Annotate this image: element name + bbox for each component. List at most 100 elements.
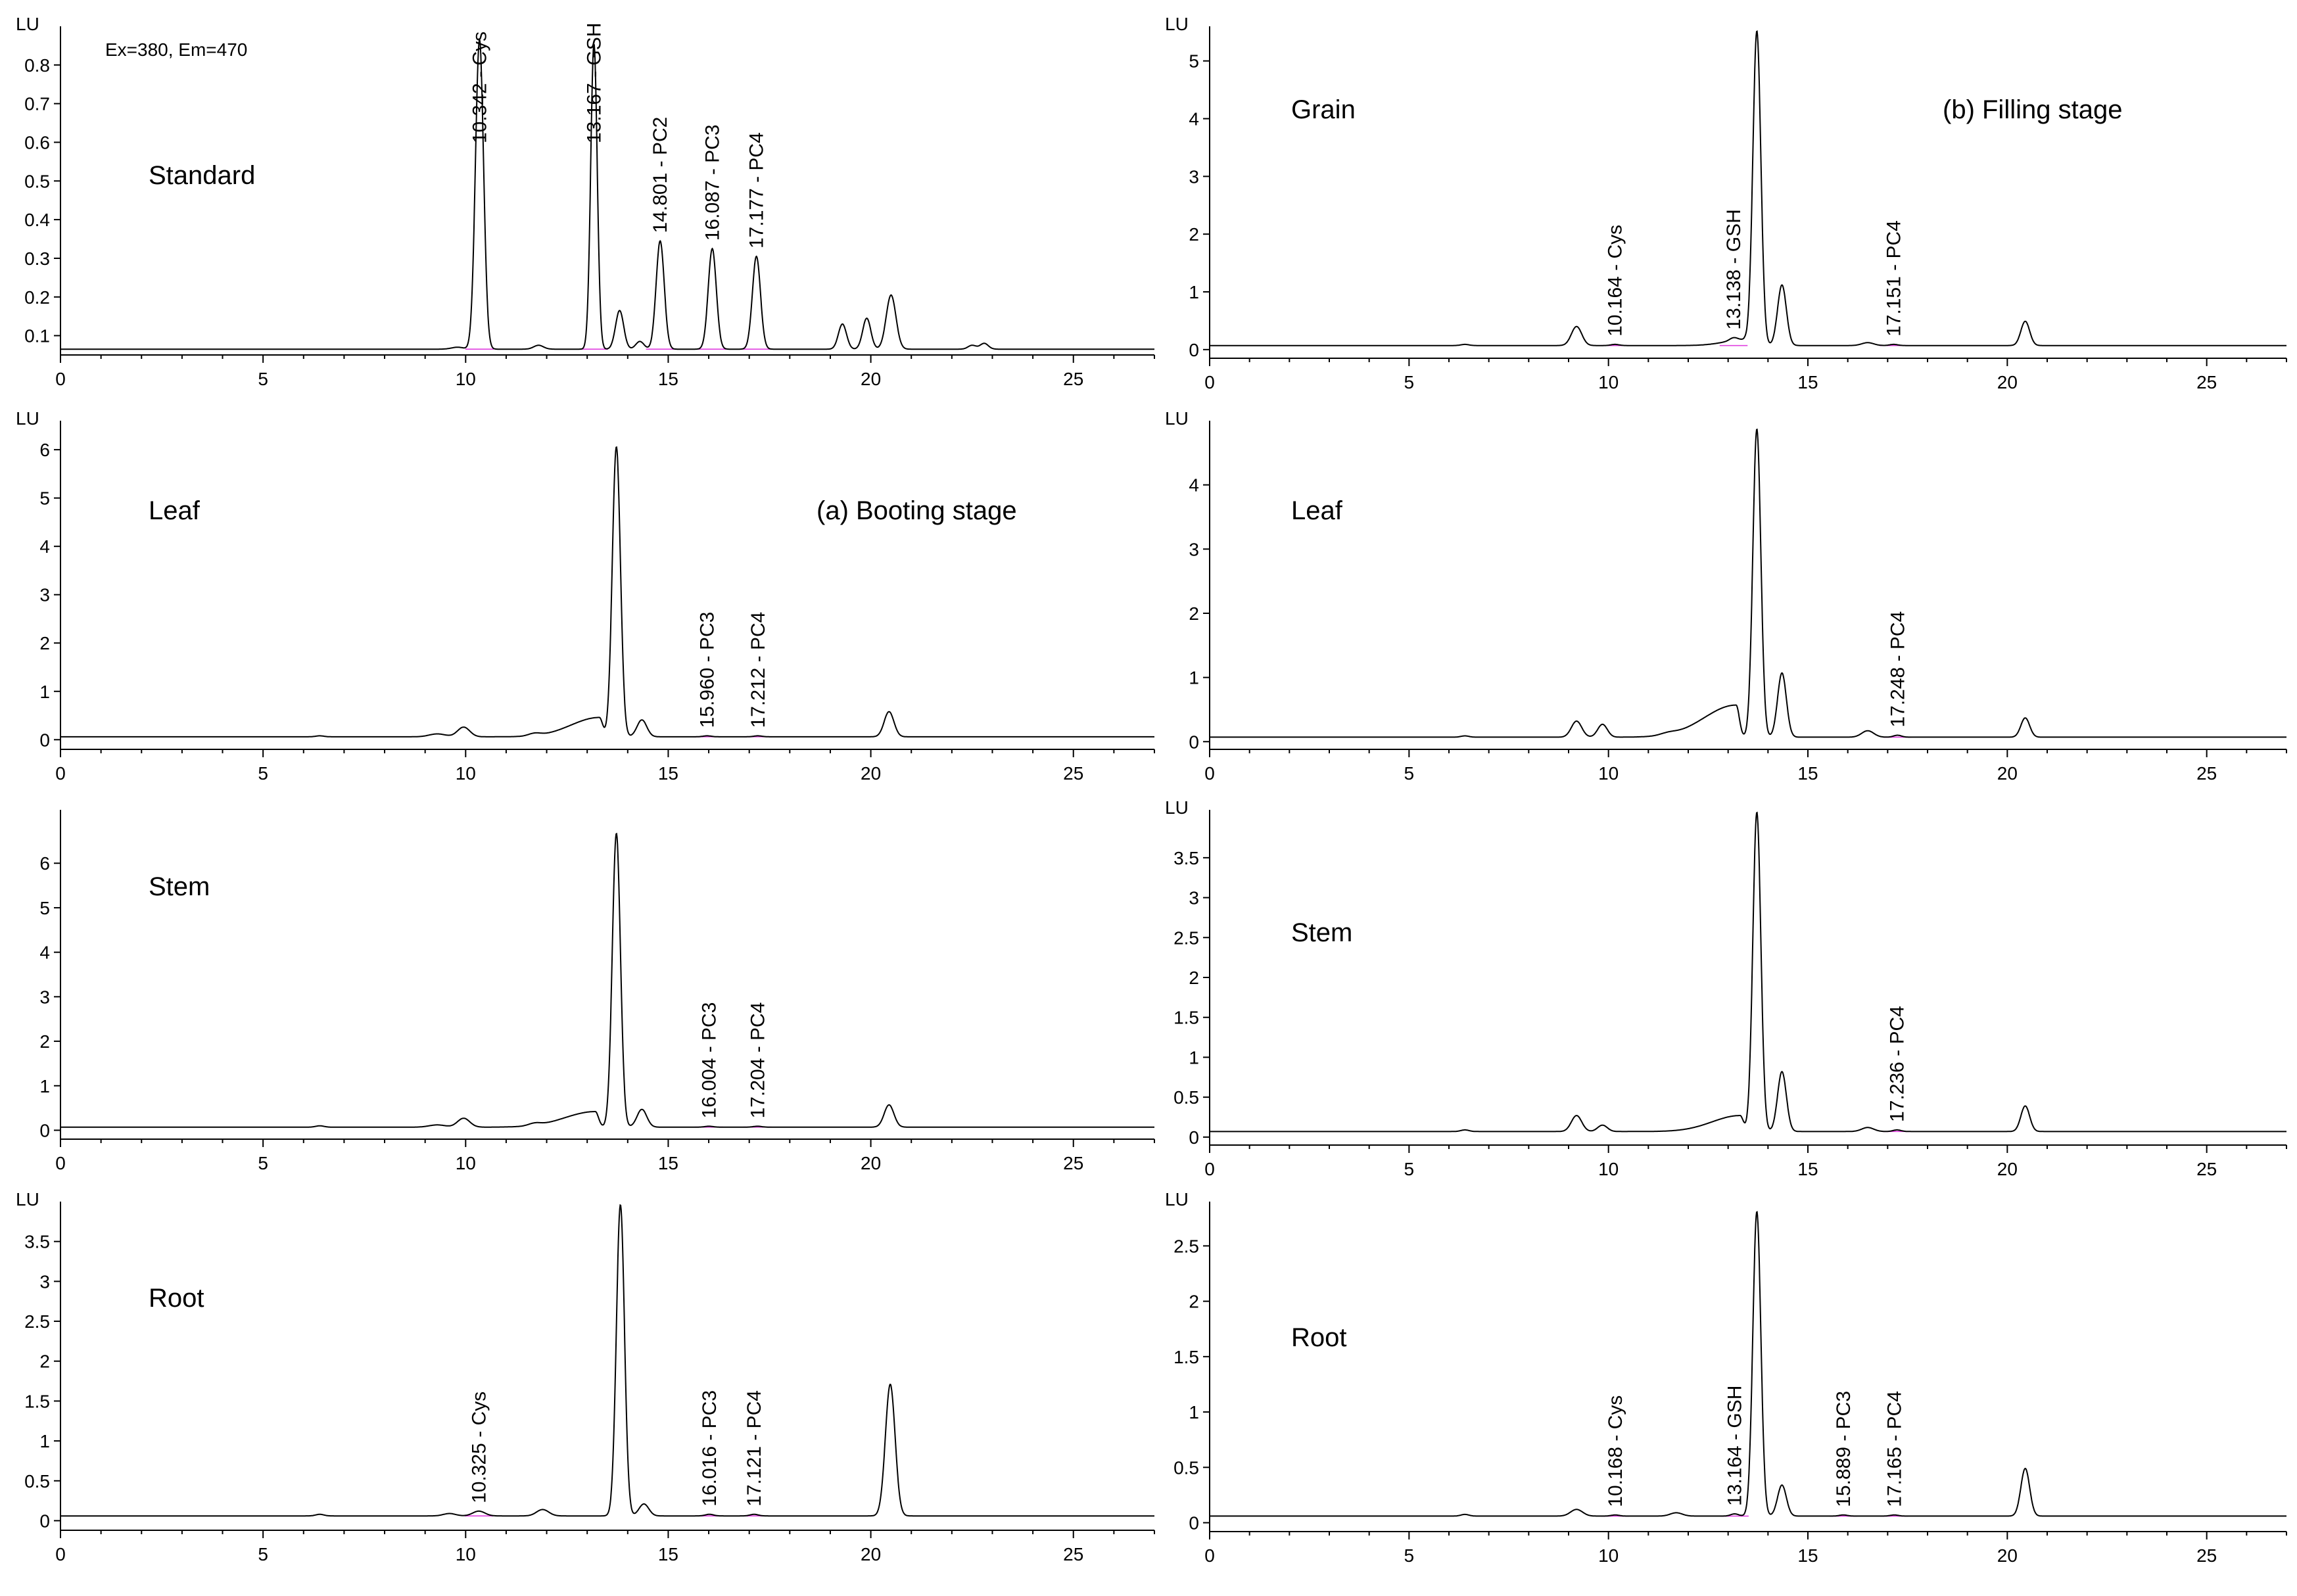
y-axis-unit: LU — [16, 1189, 39, 1209]
x-tick-label: 10 — [456, 1544, 476, 1564]
chart-panel-a4: LU 0 0.5 1 1.5 2 2.5 3 3.5 0 5 10 15 20 25 10.325 - Cys… — [16, 1189, 1155, 1564]
x-tick-label: 10 — [1598, 763, 1619, 784]
chart-panel-a1: LU 0.1 0.2 0.3 0.4 0.5 0.6 0.7 0.8 0 5 10 15 20 25 10.3… — [16, 14, 1155, 389]
y-tick-label: 3 — [39, 1271, 50, 1292]
x-tick-label: 25 — [2196, 372, 2217, 392]
x-tick-label: 0 — [55, 763, 66, 784]
peak-label: 17.248 - PC4 — [1887, 611, 1908, 728]
x-tick-label: 0 — [1204, 1159, 1215, 1179]
x-tick-label: 25 — [2196, 1545, 2217, 1566]
y-tick-label: 0 — [1189, 732, 1199, 752]
x-tick-label: 15 — [1797, 372, 1818, 392]
y-tick-label: 4 — [1189, 475, 1199, 496]
peak-label: 17.177 - PC4 — [746, 132, 768, 248]
y-tick-label: 1 — [39, 1076, 50, 1096]
peak-label: 17.236 - PC4 — [1887, 1006, 1908, 1122]
y-tick-label: 0.5 — [1173, 1457, 1199, 1478]
chart-panel-b4: LU 0 0.5 1 1.5 2 2.5 0 5 10 15 20 25 10.168 - Cys 13.1… — [1165, 1189, 2287, 1566]
y-axis-unit: LU — [16, 14, 39, 34]
x-tick-label: 0 — [1204, 1545, 1215, 1566]
y-tick-label: 4 — [1189, 109, 1199, 129]
y-tick-label: 4 — [39, 943, 50, 963]
chart-panel-a2: LU 0 1 2 3 4 5 6 0 5 10 15 20 25 15.960 - PC3 17.212 - … — [16, 408, 1155, 784]
y-tick-label: 0.5 — [1173, 1087, 1199, 1108]
y-tick-label: 1 — [1189, 1047, 1199, 1068]
y-tick-label: 0 — [39, 730, 50, 750]
stage-label: (a) Booting stage — [817, 496, 1017, 525]
x-tick-label: 0 — [55, 369, 66, 389]
chromatogram-trace — [60, 832, 1154, 1128]
y-tick-label: 1.5 — [1173, 1347, 1199, 1367]
peak-label: 10.342 - Cys — [469, 32, 490, 143]
y-tick-label: 0.5 — [24, 1471, 50, 1491]
peak-label: 15.960 - PC3 — [697, 612, 719, 728]
peak-label: 13.164 - GSH — [1724, 1386, 1746, 1506]
y-tick-label: 2 — [39, 1031, 50, 1052]
y-tick-label: 1 — [39, 1431, 50, 1451]
y-tick-label: 1.5 — [1173, 1008, 1199, 1028]
chromatogram-trace — [60, 37, 1154, 350]
stage-label: (b) Filling stage — [1943, 95, 2122, 124]
x-tick-label: 20 — [861, 369, 881, 389]
chart-panel-b3: LU 0 0.5 1 1.5 2 2.5 3 3.5 0 5 10 15 20 25 17.236 - PC4… — [1165, 797, 2287, 1179]
y-tick-label: 0 — [39, 1511, 50, 1531]
x-tick-label: 20 — [1997, 1545, 2018, 1566]
x-tick-label: 5 — [1404, 372, 1415, 392]
y-tick-label: 3.5 — [1173, 848, 1199, 868]
x-tick-label: 15 — [1797, 763, 1818, 784]
x-tick-label: 10 — [456, 369, 476, 389]
sample-label: Stem — [149, 872, 210, 901]
y-tick-label: 0.8 — [24, 55, 50, 76]
x-tick-label: 0 — [55, 1544, 66, 1564]
y-tick-label: 3 — [39, 585, 50, 605]
peak-label: 13.138 - GSH — [1723, 209, 1745, 329]
x-tick-label: 10 — [456, 1153, 476, 1173]
x-tick-label: 25 — [2196, 763, 2217, 784]
sample-label: Standard — [149, 161, 255, 190]
y-tick-label: 3.5 — [24, 1232, 50, 1252]
x-tick-label: 5 — [1404, 763, 1415, 784]
detector-note: Ex=380, Em=470 — [105, 39, 247, 60]
peak-label: 15.889 - PC3 — [1833, 1391, 1855, 1507]
y-tick-label: 2 — [39, 1351, 50, 1372]
x-tick-label: 5 — [258, 763, 268, 784]
y-axis-unit: LU — [1165, 1189, 1189, 1209]
peak-label: 16.004 - PC3 — [698, 1002, 720, 1119]
sample-label: Grain — [1291, 95, 1356, 124]
y-tick-label: 0.2 — [24, 287, 50, 308]
chromatogram-trace — [1210, 428, 2286, 738]
y-tick-label: 2 — [1189, 1292, 1199, 1312]
x-tick-label: 15 — [658, 1544, 678, 1564]
y-tick-label: 1 — [1189, 282, 1199, 302]
peak-label: 10.325 - Cys — [468, 1392, 490, 1503]
y-tick-label: 0 — [39, 1120, 50, 1140]
chart-panel-b1: LU 0 1 2 3 4 5 0 5 10 15 20 25 10.164 - Cys 13.138 - G… — [1165, 14, 2287, 392]
peak-label: 17.151 - PC4 — [1883, 220, 1905, 337]
y-axis-unit: LU — [1165, 797, 1189, 818]
y-axis-unit: LU — [16, 408, 39, 429]
chromatogram-trace — [1210, 1211, 2286, 1517]
x-tick-label: 10 — [1598, 372, 1619, 392]
sample-label: Root — [149, 1284, 204, 1313]
x-tick-label: 10 — [1598, 1159, 1619, 1179]
y-tick-label: 0.6 — [24, 132, 50, 153]
y-tick-label: 0 — [1189, 1127, 1199, 1148]
y-axis-unit: LU — [1165, 408, 1189, 429]
peak-label: 13.167 - GSH — [583, 23, 605, 143]
y-tick-label: 5 — [1189, 51, 1199, 72]
y-tick-label: 2 — [39, 633, 50, 653]
x-tick-label: 10 — [1598, 1545, 1619, 1566]
chromatogram-trace — [60, 446, 1154, 738]
x-tick-label: 20 — [861, 1544, 881, 1564]
chromatogram-trace — [1210, 30, 2286, 346]
y-axis-unit: LU — [1165, 14, 1189, 34]
chart-panel-b2: LU 0 1 2 3 4 0 5 10 15 20 25 17.248 - PC4 Leaf — [1165, 408, 2287, 784]
x-tick-label: 0 — [1204, 763, 1215, 784]
y-tick-label: 2.5 — [1173, 1236, 1199, 1256]
y-tick-label: 6 — [39, 853, 50, 874]
y-tick-label: 2.5 — [24, 1311, 50, 1332]
peak-label: 16.087 - PC3 — [701, 124, 723, 241]
y-tick-label: 1 — [1189, 668, 1199, 688]
y-tick-label: 5 — [39, 898, 50, 918]
